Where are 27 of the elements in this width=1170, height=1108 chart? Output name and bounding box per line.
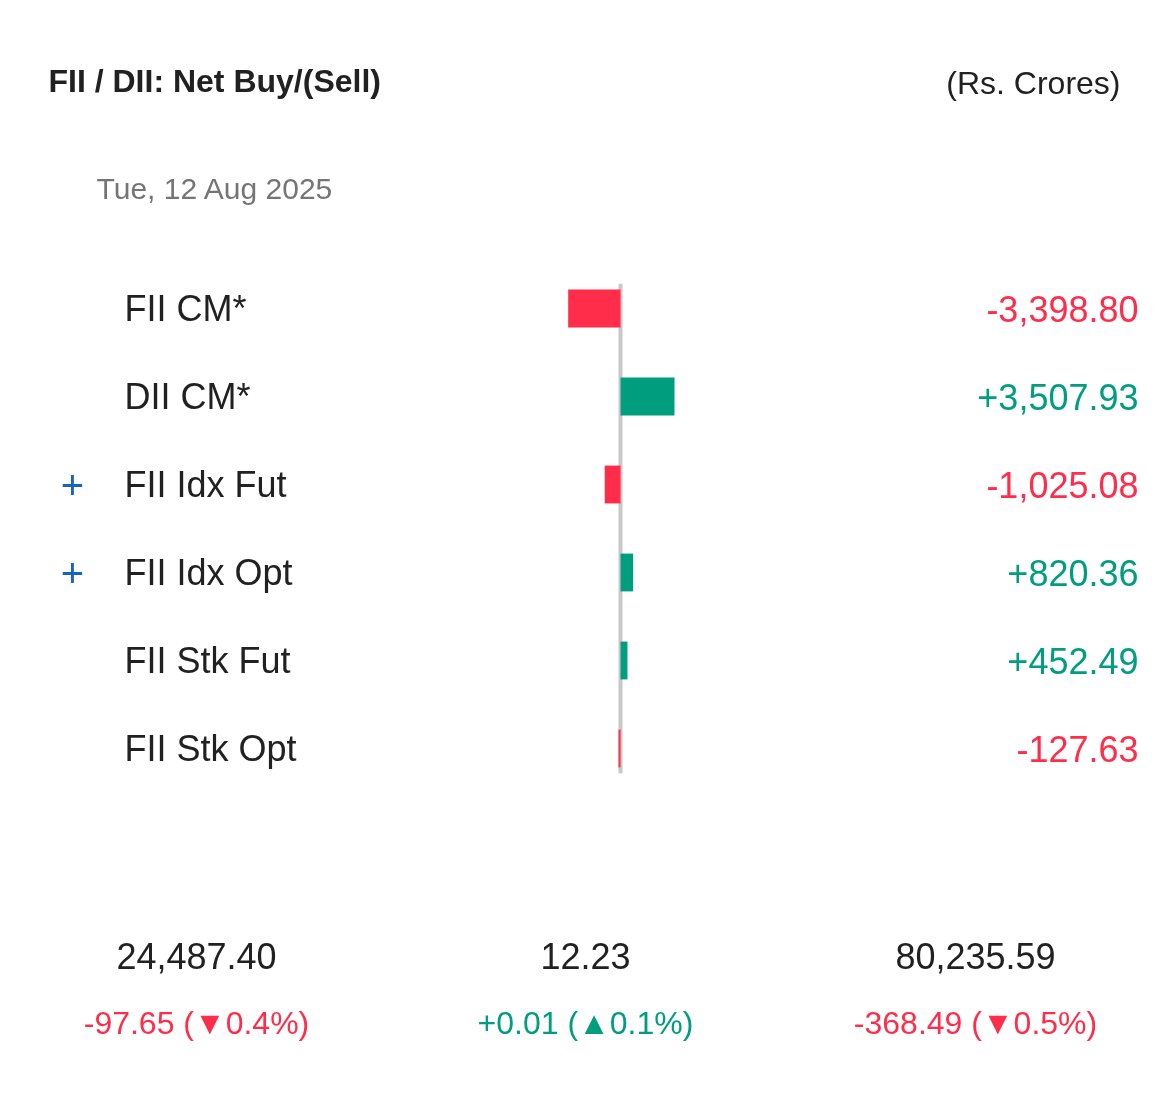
- category-label: DII CM*: [124, 376, 251, 417]
- text: Tue, 12 Aug 2025: [96, 172, 333, 205]
- bar: [620, 553, 634, 592]
- text: 80,235.59: [895, 935, 1056, 977]
- data-label: -3,398.80: [986, 288, 1139, 330]
- data-label: +820.36: [1007, 552, 1139, 594]
- bar: [604, 465, 621, 504]
- data-label: +452.49: [1007, 640, 1139, 682]
- data-label: -127.63: [1016, 728, 1139, 770]
- text: +0.01 (▲0.1%): [477, 1004, 694, 1041]
- text: -368.49 (▼0.5%): [853, 1004, 1098, 1041]
- category-label: FII Idx Fut: [124, 464, 287, 505]
- data-label: -1,025.08: [986, 464, 1139, 506]
- text: (Rs. Crores): [946, 64, 1121, 101]
- data-label: +3,507.93: [977, 376, 1139, 418]
- text: 24,487.40: [116, 935, 277, 977]
- text: +: [60, 550, 85, 595]
- text: -97.65 (▼0.4%): [83, 1004, 310, 1041]
- category-label: FII Idx Opt: [124, 552, 293, 593]
- category-label: FII CM*: [124, 288, 247, 329]
- bar: [568, 289, 621, 328]
- category-label: FII Stk Fut: [124, 640, 291, 681]
- text: 12.23: [540, 935, 631, 977]
- category-label: FII Stk Opt: [124, 728, 297, 769]
- bar: [620, 377, 675, 416]
- text: FII / DII: Net Buy/(Sell): [48, 62, 381, 99]
- text: +: [60, 462, 85, 507]
